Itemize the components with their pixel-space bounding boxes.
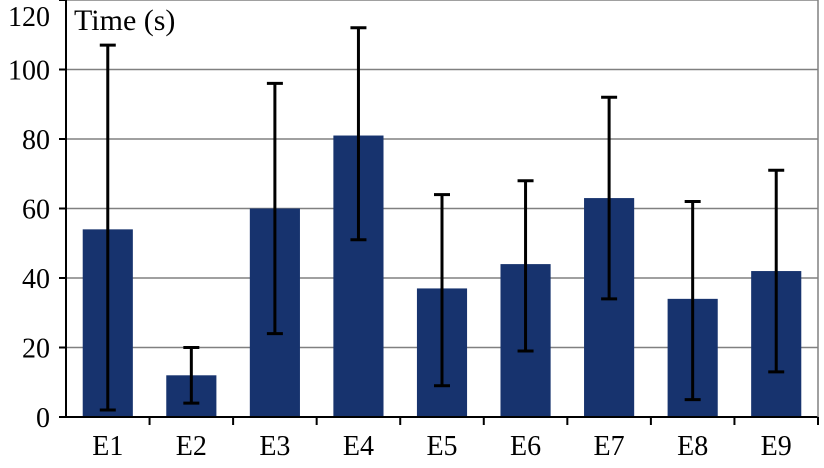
x-axis-ticks: E1 E2 E3 E4 E5 E6 E7 E8 E9 [92, 417, 819, 462]
y-axis-label: Time (s) [74, 4, 175, 37]
error-bar-e7 [601, 95, 618, 301]
error-bar-e3 [266, 81, 283, 336]
x-tick-label: E9 [761, 431, 792, 462]
x-tick-label: E5 [426, 431, 457, 462]
error-bar-e4 [350, 26, 367, 242]
x-tick-label: E8 [677, 431, 708, 462]
y-tick-label: 100 [8, 56, 50, 87]
y-axis-ticks: 0 20 40 60 80 100 120 [8, 0, 66, 434]
x-tick-label: E1 [92, 431, 123, 462]
y-tick-label: 120 [8, 2, 50, 33]
y-tick-label: 60 [22, 195, 50, 226]
error-bar-e2 [183, 346, 200, 405]
error-bar-e9 [768, 168, 785, 374]
x-tick-label: E3 [259, 431, 290, 462]
error-bar-e1 [99, 43, 116, 412]
x-tick-label: E2 [176, 431, 207, 462]
y-tick-label: 0 [36, 403, 50, 434]
x-tick-label: E7 [594, 431, 625, 462]
error-bar-e5 [434, 193, 450, 388]
y-tick-label: 20 [22, 334, 50, 365]
x-tick-label: E4 [343, 431, 374, 462]
y-tick-label: 40 [22, 264, 50, 295]
y-tick-label: 80 [22, 125, 50, 156]
x-tick-label: E6 [510, 431, 541, 462]
error-bars [99, 26, 785, 412]
error-bar-e6 [517, 179, 534, 353]
error-bar-e8 [684, 200, 701, 402]
